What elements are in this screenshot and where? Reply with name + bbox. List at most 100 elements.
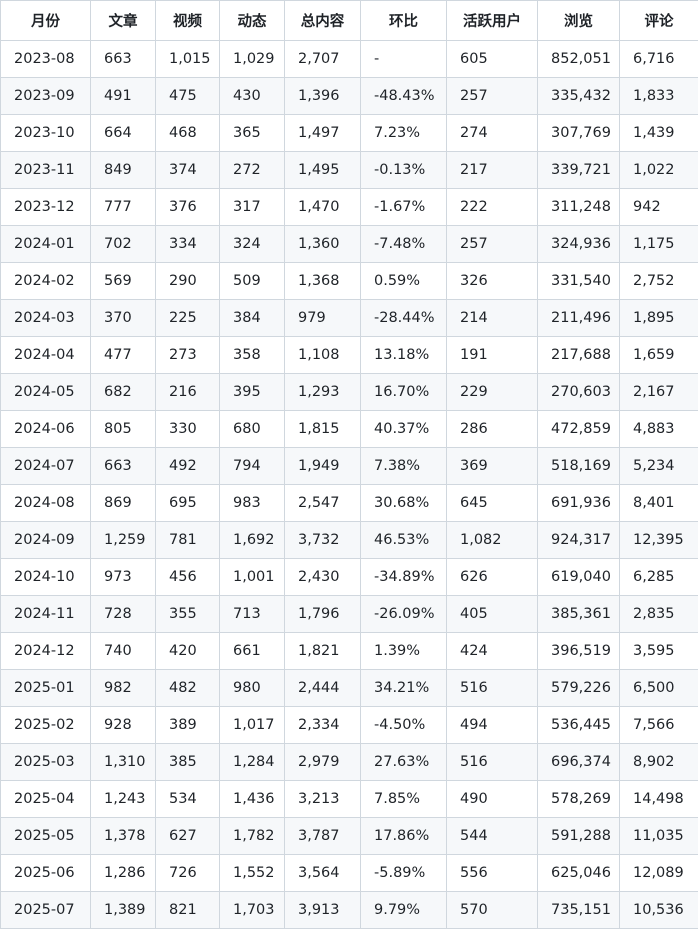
cell-videos: 482 <box>156 670 220 707</box>
cell-articles: 1,310 <box>91 744 156 781</box>
cell-articles: 928 <box>91 707 156 744</box>
cell-articles: 663 <box>91 448 156 485</box>
cell-month-over-month: 27.63% <box>361 744 447 781</box>
cell-month-over-month: -34.89% <box>361 559 447 596</box>
cell-videos: 456 <box>156 559 220 596</box>
cell-posts: 1,692 <box>220 522 285 559</box>
cell-active-users: 556 <box>447 855 538 892</box>
cell-views: 335,432 <box>538 78 620 115</box>
cell-month-over-month: 40.37% <box>361 411 447 448</box>
cell-comments: 8,401 <box>620 485 698 522</box>
cell-views: 924,317 <box>538 522 620 559</box>
cell-comments: 5,234 <box>620 448 698 485</box>
cell-month: 2024-07 <box>1 448 91 485</box>
cell-total-content: 2,979 <box>285 744 361 781</box>
cell-month: 2025-02 <box>1 707 91 744</box>
cell-month-over-month: 16.70% <box>361 374 447 411</box>
cell-articles: 682 <box>91 374 156 411</box>
cell-articles: 702 <box>91 226 156 263</box>
cell-month: 2023-10 <box>1 115 91 152</box>
cell-videos: 534 <box>156 781 220 818</box>
header-posts: 动态 <box>220 1 285 41</box>
cell-comments: 1,175 <box>620 226 698 263</box>
cell-articles: 569 <box>91 263 156 300</box>
cell-month-over-month: 46.53% <box>361 522 447 559</box>
cell-articles: 1,389 <box>91 892 156 929</box>
cell-posts: 1,029 <box>220 41 285 78</box>
cell-active-users: 369 <box>447 448 538 485</box>
cell-videos: 475 <box>156 78 220 115</box>
cell-active-users: 229 <box>447 374 538 411</box>
cell-posts: 384 <box>220 300 285 337</box>
cell-comments: 942 <box>620 189 698 226</box>
cell-posts: 395 <box>220 374 285 411</box>
cell-views: 591,288 <box>538 818 620 855</box>
cell-posts: 794 <box>220 448 285 485</box>
cell-month-over-month: 30.68% <box>361 485 447 522</box>
cell-month: 2025-06 <box>1 855 91 892</box>
cell-total-content: 2,334 <box>285 707 361 744</box>
cell-month-over-month: -7.48% <box>361 226 447 263</box>
cell-total-content: 3,787 <box>285 818 361 855</box>
cell-views: 307,769 <box>538 115 620 152</box>
cell-posts: 365 <box>220 115 285 152</box>
cell-views: 331,540 <box>538 263 620 300</box>
cell-views: 852,051 <box>538 41 620 78</box>
cell-videos: 225 <box>156 300 220 337</box>
cell-videos: 468 <box>156 115 220 152</box>
cell-month-over-month: 7.23% <box>361 115 447 152</box>
cell-articles: 663 <box>91 41 156 78</box>
cell-month: 2024-05 <box>1 374 91 411</box>
cell-total-content: 1,293 <box>285 374 361 411</box>
cell-views: 735,151 <box>538 892 620 929</box>
header-comments: 评论 <box>620 1 698 41</box>
cell-total-content: 2,547 <box>285 485 361 522</box>
cell-articles: 477 <box>91 337 156 374</box>
cell-videos: 330 <box>156 411 220 448</box>
cell-active-users: 286 <box>447 411 538 448</box>
cell-month: 2024-03 <box>1 300 91 337</box>
cell-comments: 12,395 <box>620 522 698 559</box>
cell-videos: 389 <box>156 707 220 744</box>
cell-posts: 1,436 <box>220 781 285 818</box>
cell-total-content: 3,732 <box>285 522 361 559</box>
cell-total-content: 2,430 <box>285 559 361 596</box>
cell-month-over-month: -26.09% <box>361 596 447 633</box>
cell-comments: 7,566 <box>620 707 698 744</box>
cell-comments: 11,035 <box>620 818 698 855</box>
cell-articles: 1,259 <box>91 522 156 559</box>
cell-articles: 869 <box>91 485 156 522</box>
cell-posts: 358 <box>220 337 285 374</box>
cell-articles: 1,243 <box>91 781 156 818</box>
cell-month-over-month: -0.13% <box>361 152 447 189</box>
cell-comments: 4,883 <box>620 411 698 448</box>
cell-views: 619,040 <box>538 559 620 596</box>
cell-videos: 492 <box>156 448 220 485</box>
cell-views: 385,361 <box>538 596 620 633</box>
cell-comments: 2,752 <box>620 263 698 300</box>
cell-total-content: 3,564 <box>285 855 361 892</box>
cell-comments: 2,835 <box>620 596 698 633</box>
cell-active-users: 1,082 <box>447 522 538 559</box>
cell-total-content: 1,360 <box>285 226 361 263</box>
header-month-over-month: 环比 <box>361 1 447 41</box>
cell-month: 2023-08 <box>1 41 91 78</box>
header-views: 浏览 <box>538 1 620 41</box>
cell-month: 2023-09 <box>1 78 91 115</box>
cell-views: 578,269 <box>538 781 620 818</box>
cell-videos: 290 <box>156 263 220 300</box>
cell-videos: 821 <box>156 892 220 929</box>
cell-month: 2024-06 <box>1 411 91 448</box>
